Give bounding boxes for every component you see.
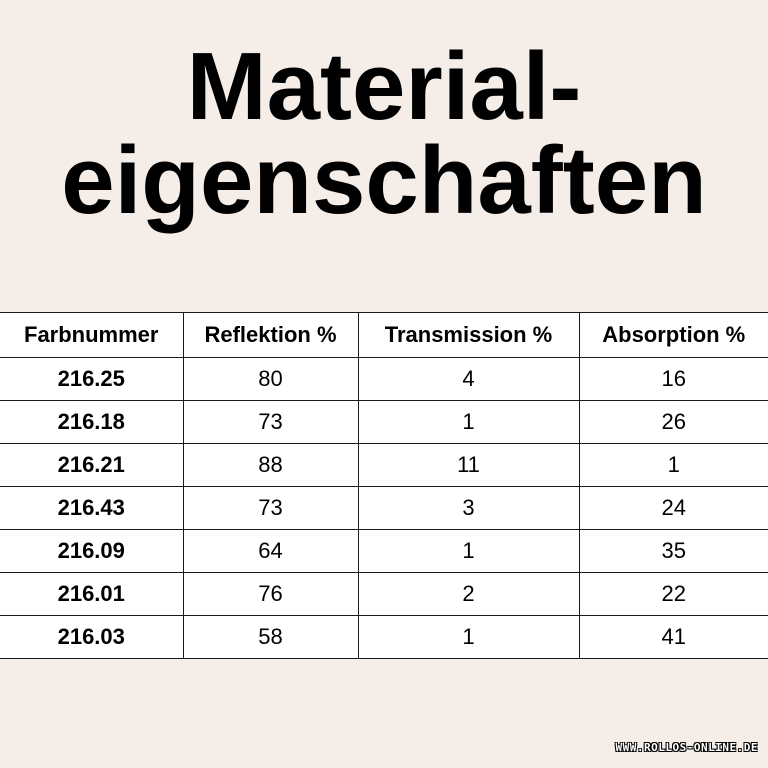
column-header-transmission: Transmission % (357, 312, 580, 358)
cell-reflektion: 80 (182, 357, 359, 401)
title-line-1: Material- (186, 33, 582, 140)
cell-transmission: 2 (357, 572, 580, 616)
cell-farbnummer: 216.43 (0, 486, 184, 530)
cell-reflektion: 88 (182, 443, 359, 487)
cell-reflektion: 73 (182, 486, 359, 530)
cell-farbnummer: 216.03 (0, 615, 184, 659)
table-row: 216.43 73 3 24 (0, 486, 768, 530)
title-line-2: eigenschaften (61, 127, 707, 234)
cell-absorption: 16 (578, 357, 768, 401)
cell-reflektion: 76 (182, 572, 359, 616)
cell-transmission: 11 (357, 443, 580, 487)
cell-reflektion: 58 (182, 615, 359, 659)
cell-absorption: 35 (578, 529, 768, 573)
cell-absorption: 26 (578, 400, 768, 444)
page-title: Material- eigenschaften (0, 33, 768, 234)
cell-transmission: 4 (357, 357, 580, 401)
cell-transmission: 3 (357, 486, 580, 530)
column-header-farbnummer: Farbnummer (0, 312, 184, 358)
cell-absorption: 1 (578, 443, 768, 487)
cell-reflektion: 64 (182, 529, 359, 573)
table-row: 216.21 88 11 1 (0, 443, 768, 487)
cell-reflektion: 73 (182, 400, 359, 444)
cell-farbnummer: 216.01 (0, 572, 184, 616)
material-properties-table: Farbnummer Reflektion % Transmission % A… (0, 312, 768, 659)
table-header-row: Farbnummer Reflektion % Transmission % A… (0, 312, 768, 358)
cell-transmission: 1 (357, 400, 580, 444)
table-row: 216.18 73 1 26 (0, 400, 768, 444)
column-header-reflektion: Reflektion % (182, 312, 359, 358)
cell-transmission: 1 (357, 529, 580, 573)
cell-absorption: 24 (578, 486, 768, 530)
cell-farbnummer: 216.25 (0, 357, 184, 401)
table-row: 216.01 76 2 22 (0, 572, 768, 616)
column-header-absorption: Absorption % (578, 312, 768, 358)
watermark: WWW.ROLLOS-ONLINE.DE (615, 741, 758, 754)
cell-farbnummer: 216.18 (0, 400, 184, 444)
cell-farbnummer: 216.21 (0, 443, 184, 487)
cell-absorption: 41 (578, 615, 768, 659)
cell-transmission: 1 (357, 615, 580, 659)
table-row: 216.09 64 1 35 (0, 529, 768, 573)
table-row: 216.03 58 1 41 (0, 615, 768, 659)
cell-absorption: 22 (578, 572, 768, 616)
cell-farbnummer: 216.09 (0, 529, 184, 573)
table-row: 216.25 80 4 16 (0, 357, 768, 401)
